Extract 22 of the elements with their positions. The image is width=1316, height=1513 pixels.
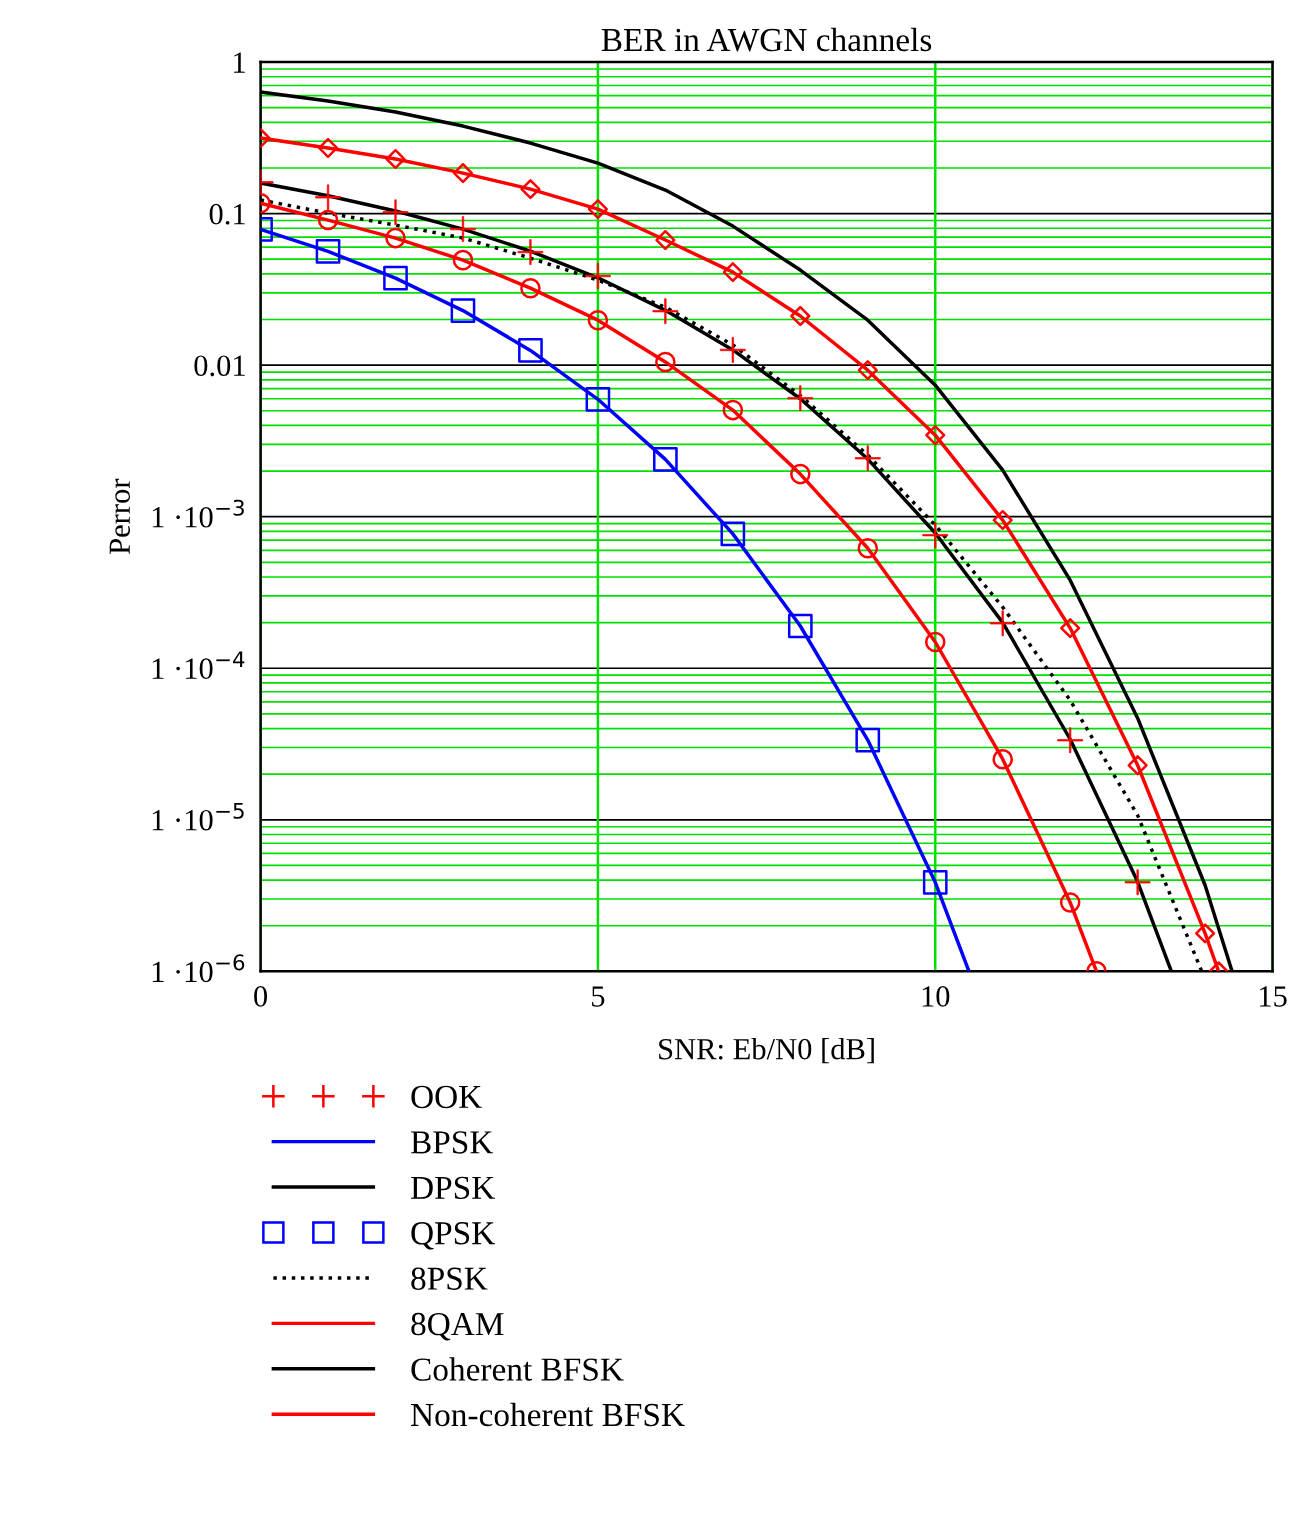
y-tick-label: 1 ·10$^{−6}$ [152, 954, 245, 983]
y-tick-label: 1 ·10$^{−3}$ [152, 499, 244, 528]
y-tick-label: 0.1 [209, 203, 245, 225]
legend-label: Coherent BFSK [411, 1357, 624, 1381]
legend-label: Non-coherent BFSK [411, 1402, 685, 1427]
x-tick-label: 10 [922, 986, 950, 1007]
x-axis-title: SNR: Eb/N0 [dB] [659, 1037, 874, 1064]
legend-label: 8PSK [411, 1267, 488, 1290]
x-tick-label: 0 [254, 986, 268, 1007]
legend-label: QPSK [411, 1222, 495, 1250]
legend-label: DPSK [411, 1176, 495, 1200]
x-tick-label: 15 [1259, 986, 1287, 1007]
y-tick-label: 1 ·10$^{−4}$ [152, 651, 245, 679]
y-tick-label: 1 [234, 52, 245, 73]
y-tick-label: 0.01 [194, 355, 245, 377]
x-tick-label: 5 [592, 986, 605, 1007]
legend-label: BPSK [411, 1131, 494, 1154]
y-tick-label: 1 ·10$^{−5}$ [152, 802, 244, 831]
y-axis-title: Perror [109, 478, 131, 554]
legend-label: OOK [411, 1085, 482, 1109]
legend-label: 8QAM [411, 1312, 504, 1341]
chart-title: BER in AWGN channels [601, 27, 932, 52]
